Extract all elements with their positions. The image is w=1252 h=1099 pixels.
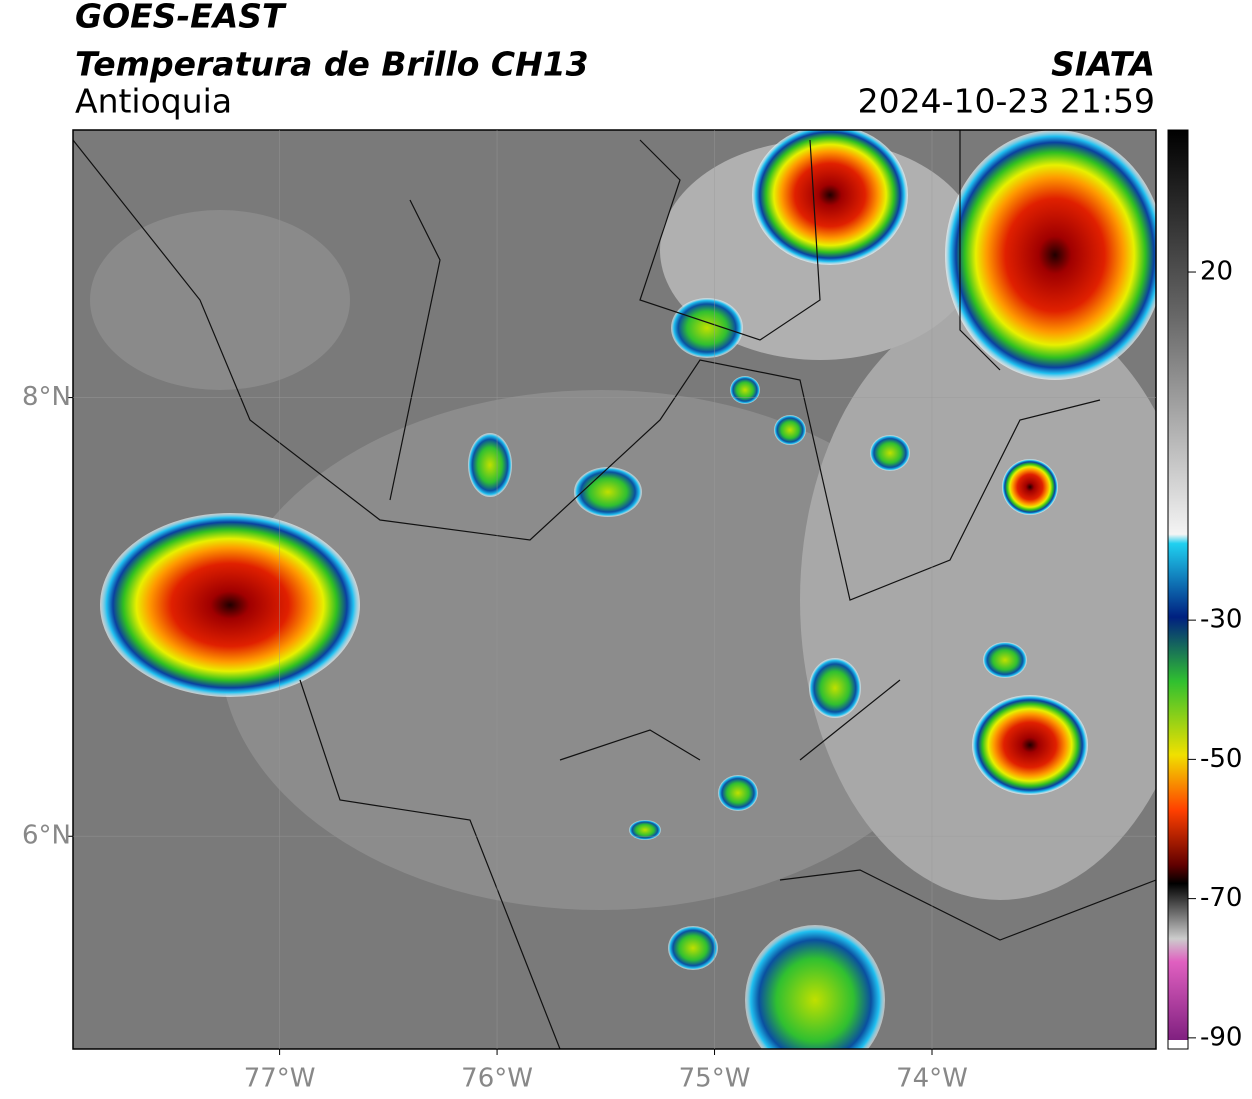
lon-tick-label: 77°W [244, 1064, 316, 1094]
region: Antioquia [75, 82, 232, 121]
colorbar-tick-label: -90 [1200, 1022, 1242, 1052]
colorbar-tick-label: -30 [1200, 605, 1242, 635]
map-frame [72, 129, 1157, 1050]
colorbar-tick-label: 20 [1200, 257, 1233, 287]
colorbar-tick-label: -50 [1200, 744, 1242, 774]
satellite-image [73, 130, 1156, 1049]
colorbar-tick-label: -70 [1200, 883, 1242, 913]
source: SIATA [1051, 45, 1155, 84]
subtitle: Temperatura de Brillo CH13 [75, 45, 589, 84]
datetime: 2024-10-23 21:59 [858, 82, 1155, 121]
lon-tick-label: 75°W [679, 1064, 751, 1094]
lat-tick-label: 8°N [22, 382, 71, 412]
title: GOES-EAST [75, 0, 287, 36]
lon-tick-label: 74°W [896, 1064, 968, 1094]
lon-tick-label: 76°W [461, 1064, 533, 1094]
lat-tick-label: 6°N [22, 821, 71, 851]
colorbar [1167, 129, 1189, 1050]
